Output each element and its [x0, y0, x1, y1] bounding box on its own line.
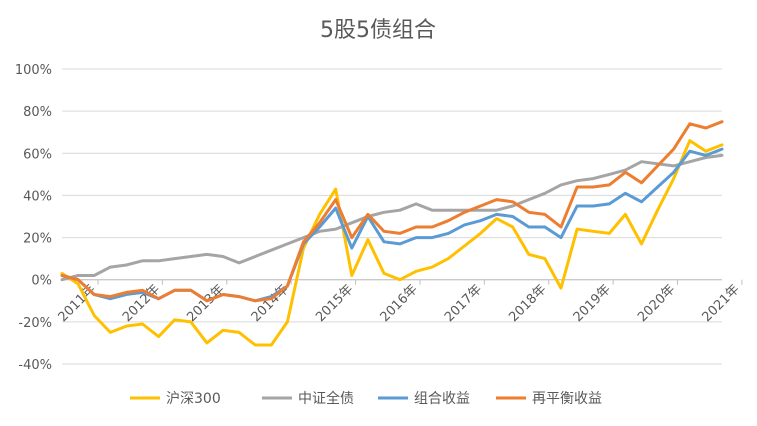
x-tick-label: 2015年 [313, 282, 356, 325]
y-tick-label: 60% [23, 147, 52, 162]
x-tick-label: 2013年 [184, 282, 227, 325]
plot-area [60, 120, 724, 347]
series-line-3 [60, 120, 724, 303]
x-tick-label: 2019年 [571, 282, 614, 325]
legend-label-2: 组合收益 [414, 391, 470, 407]
legend: 沪深300 中证全债 组合收益 再平衡收益 [130, 390, 602, 407]
x-tick-label: 2018年 [506, 282, 549, 325]
x-axis: 2011年 2012年 2013年 2014年 2015年 2016年 2017年 2018年… [56, 279, 743, 325]
x-tick-label: 2021年 [700, 282, 743, 325]
y-tick-label: 80% [23, 105, 52, 120]
x-tick-label: 2016年 [378, 282, 421, 325]
y-tick-label: 100% [15, 63, 52, 78]
series-line-0 [60, 139, 724, 347]
legend-label-0: 沪深300 [166, 391, 221, 407]
x-tick-label: 2011年 [56, 282, 99, 325]
y-tick-label: 20% [23, 232, 52, 247]
y-tick-label: -40% [18, 358, 52, 373]
x-tick-label: 2020年 [635, 282, 678, 325]
y-tick-label: 0% [31, 274, 52, 289]
series-line-1 [60, 153, 724, 282]
chart-title: 5股5债组合 [320, 18, 436, 43]
legend-label-3: 再平衡收益 [532, 391, 602, 407]
y-tick-label: -20% [18, 316, 52, 331]
y-axis: -40% -20% 0% 20% 40% 60% 80% 100% [15, 63, 52, 373]
y-tick-label: 40% [23, 189, 52, 204]
x-tick-label: 2017年 [442, 282, 485, 325]
legend-label-1: 中证全债 [298, 390, 354, 407]
x-tick-label: 2012年 [120, 282, 163, 325]
